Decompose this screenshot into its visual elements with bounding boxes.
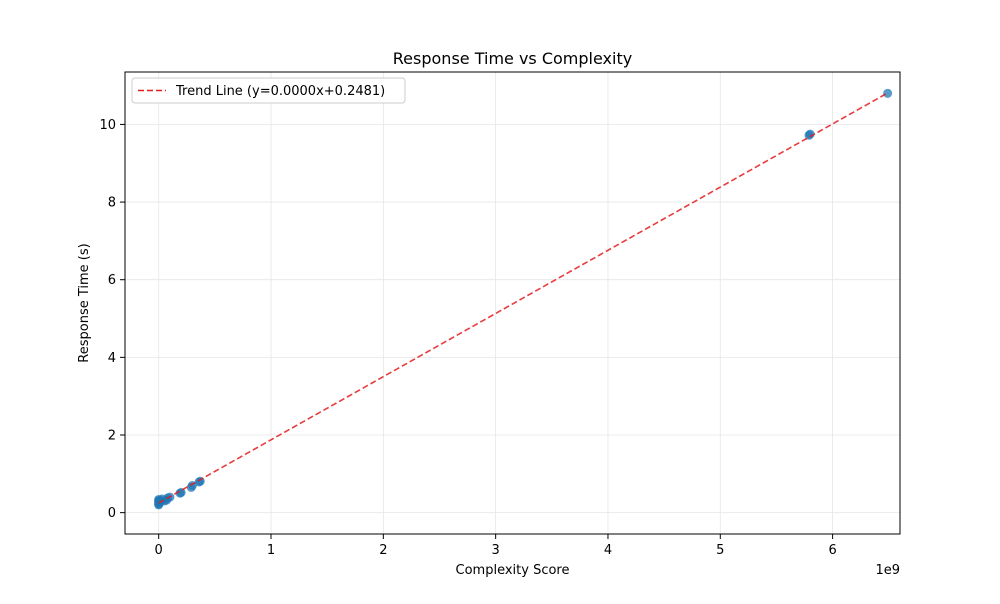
trend-line bbox=[158, 92, 889, 504]
y-tick-label: 4 bbox=[108, 351, 116, 366]
y-tick-label: 6 bbox=[108, 273, 116, 288]
x-tick-label: 0 bbox=[155, 543, 163, 558]
y-axis-ticks: 0 2 4 6 8 10 bbox=[99, 118, 125, 521]
data-point bbox=[805, 129, 815, 139]
y-tick-label: 10 bbox=[99, 118, 116, 133]
x-tick-label: 4 bbox=[604, 543, 612, 558]
legend: Trend Line (y=0.0000x+0.2481) bbox=[131, 77, 406, 104]
x-tick-label: 1 bbox=[267, 543, 275, 558]
x-tick-label: 3 bbox=[492, 543, 500, 558]
y-tick-label: 2 bbox=[108, 429, 116, 444]
y-tick-label: 0 bbox=[108, 506, 116, 521]
x-axis-ticks: 0 1 2 3 4 5 6 bbox=[155, 534, 837, 558]
legend-box bbox=[131, 77, 406, 104]
data-point bbox=[195, 476, 205, 486]
data-point bbox=[176, 487, 186, 497]
x-tick-label: 6 bbox=[828, 543, 836, 558]
trend-line-layer bbox=[158, 92, 889, 504]
chart-title: Response Time vs Complexity bbox=[393, 49, 632, 68]
x-tick-label: 2 bbox=[379, 543, 387, 558]
y-tick-label: 8 bbox=[108, 196, 116, 211]
plot-frame bbox=[124, 71, 901, 535]
data-point bbox=[883, 88, 893, 98]
x-tick-label: 5 bbox=[716, 543, 724, 558]
y-axis-label: Response Time (s) bbox=[77, 243, 92, 362]
x-axis-label: Complexity Score bbox=[456, 563, 570, 578]
legend-trend-label: Trend Line (y=0.0000x+0.2481) bbox=[175, 84, 385, 99]
grid bbox=[125, 72, 900, 534]
x-axis-offset-label: 1e9 bbox=[875, 563, 900, 578]
